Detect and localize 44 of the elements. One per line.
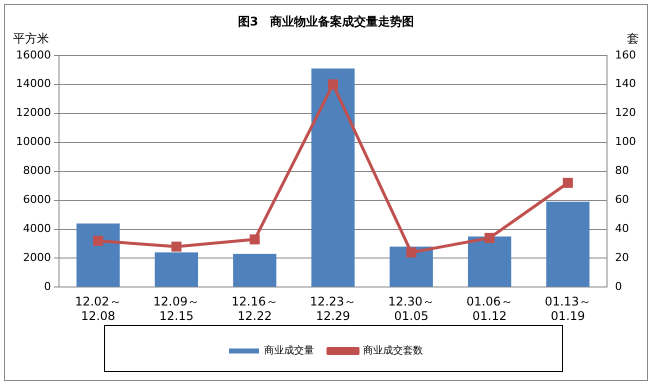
y-tick-label: 8000 [22, 164, 51, 178]
bar [390, 246, 433, 287]
point [171, 242, 182, 252]
x-tick-label: 12.16～12.22 [232, 294, 278, 323]
y2-tick-label: 80 [615, 164, 630, 178]
y2-tick-label: 60 [615, 193, 630, 206]
y-tick-label: 2000 [22, 251, 51, 264]
point [93, 236, 104, 246]
bar [154, 252, 198, 287]
x-tick-label: 01.06～01.12 [466, 294, 513, 323]
y2-tick-label: 0 [615, 280, 622, 294]
bar [233, 254, 276, 287]
y-axis-title: 平方米 [13, 32, 49, 46]
y2-tick-label: 100 [615, 135, 636, 148]
y2-axis-title: 套 [627, 32, 639, 46]
y2-tick-label: 140 [615, 77, 636, 90]
legend-label: 商业成交量 [264, 344, 314, 357]
chart-title: 图3 商业物业备案成交量走势图 [238, 14, 414, 28]
y-tick-label: 12000 [16, 106, 51, 120]
y-tick-label: 4000 [22, 222, 51, 236]
point [250, 234, 260, 244]
point [406, 247, 416, 258]
x-tick-label: 12.23～12.29 [310, 294, 356, 323]
legend-label: 商业成交套数 [363, 344, 423, 357]
bar [468, 236, 512, 287]
y-tick-label: 0 [44, 280, 51, 294]
x-tick-label: 12.09～12.15 [153, 294, 200, 323]
bar [311, 68, 355, 287]
y-tick-label: 16000 [16, 48, 51, 62]
x-tick-label: 12.30～01.05 [388, 294, 434, 323]
x-tick-label: 12.02～12.08 [74, 294, 122, 323]
y2-tick-label: 40 [615, 222, 630, 236]
y-tick-label: 10000 [16, 135, 51, 148]
point [484, 232, 495, 243]
bar [546, 202, 590, 287]
y2-tick-label: 120 [615, 106, 636, 120]
x-tick-label: 01.13～01.19 [544, 294, 592, 323]
point [328, 79, 338, 90]
point [562, 178, 573, 188]
y2-tick-label: 20 [615, 251, 630, 264]
y2-tick-label: 160 [615, 48, 636, 62]
y-tick-label: 6000 [22, 193, 51, 206]
bar [76, 223, 120, 287]
y-tick-label: 14000 [16, 77, 51, 90]
